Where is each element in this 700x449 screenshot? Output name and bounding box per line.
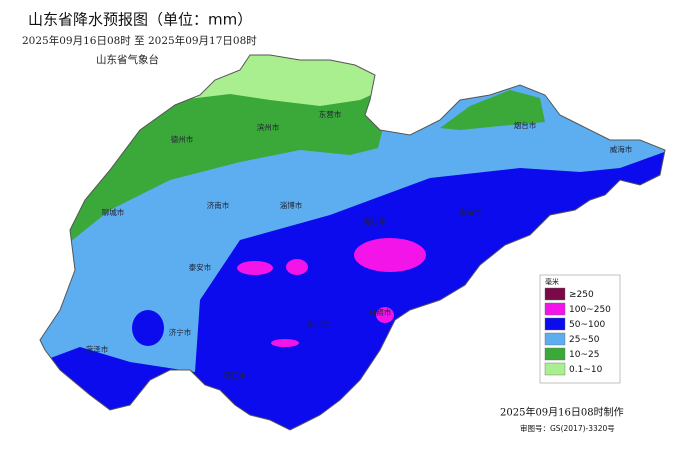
legend-swatch <box>544 317 566 331</box>
zone <box>271 339 299 347</box>
zone <box>440 90 545 130</box>
city-label: 济宁市 <box>169 327 192 337</box>
legend-label: 0.1~10 <box>569 365 603 375</box>
made-time: 2025年09月16日08时制作 <box>500 406 624 419</box>
legend-swatch <box>544 302 566 316</box>
approval-no: 审图号：GS(2017)-3320号 <box>520 423 615 433</box>
city-label: 聊城市 <box>102 207 125 217</box>
zone <box>286 259 308 275</box>
legend-swatch <box>544 332 566 346</box>
city-label: 滨州市 <box>257 122 280 132</box>
city-label: 德州市 <box>171 134 194 144</box>
period: 2025年09月16日08时 至 2025年09月17日08时 <box>22 34 257 47</box>
zone <box>354 238 426 272</box>
city-label: 淄博市 <box>280 200 303 210</box>
zone <box>376 307 394 323</box>
legend-label: 10~25 <box>569 350 599 360</box>
city-label: 烟台市 <box>514 120 537 130</box>
legend-title: 毫米 <box>545 277 559 286</box>
legend-label: ≥250 <box>569 290 594 300</box>
city-label: 东营市 <box>319 109 342 119</box>
city-label: 威海市 <box>610 144 633 154</box>
city-label: 济南市 <box>207 200 230 210</box>
zone <box>180 55 382 106</box>
legend-label: 100~250 <box>569 305 611 315</box>
city-label: 青岛市 <box>459 207 482 217</box>
city-label: 潍坊市 <box>364 216 387 226</box>
legend-swatch <box>544 347 566 361</box>
map-title: 山东省降水预报图（单位：mm） <box>28 11 252 29</box>
city-label: 枣庄市 <box>224 370 247 380</box>
legend-label: 50~100 <box>569 320 605 330</box>
city-label: 日照市 <box>369 307 392 317</box>
issuer: 山东省气象台 <box>96 53 159 66</box>
legend-label: 25~50 <box>569 335 600 345</box>
legend-swatch <box>544 362 566 376</box>
city-label: 临沂市 <box>307 319 330 329</box>
city-label: 泰安市 <box>189 262 212 272</box>
zone <box>237 261 273 275</box>
city-label: 菏泽市 <box>86 344 109 354</box>
zone <box>132 310 164 346</box>
legend-swatch <box>544 287 566 301</box>
